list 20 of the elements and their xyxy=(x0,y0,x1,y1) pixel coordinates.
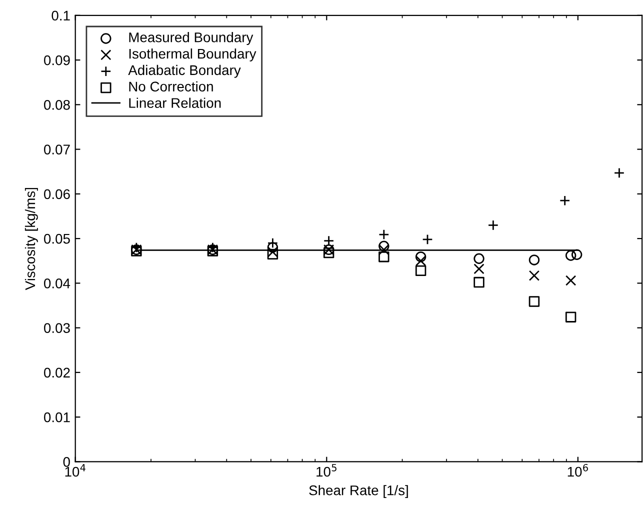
y-tick-label: 0.1 xyxy=(52,10,70,21)
x-axis-title: Shear Rate [1/s] xyxy=(309,485,408,498)
y-tick-label: 0.06 xyxy=(44,189,70,200)
y-tick-label: 0.09 xyxy=(44,55,70,66)
y-tick-label: 0.05 xyxy=(44,234,70,244)
y-tick-label: 0.08 xyxy=(44,100,70,110)
legend-label: Linear Relation xyxy=(129,98,221,108)
legend-label: No Correction xyxy=(129,81,213,92)
y-tick-label: 0.03 xyxy=(44,323,70,333)
legend-label: Measured Boundary xyxy=(129,32,254,46)
y-tick-label: 0.04 xyxy=(44,278,70,288)
y-tick-label: 0.02 xyxy=(44,368,70,378)
y-tick-label: 0.07 xyxy=(44,144,70,154)
y-tick-label: 0.01 xyxy=(44,412,70,422)
y-axis-title: Viscosity [kg/ms] xyxy=(24,188,38,290)
x-tick-label: 10$^{6}$ xyxy=(568,464,588,477)
legend-label: Adiabatic Bondary xyxy=(128,64,241,78)
x-tick-label: 10$^{5}$ xyxy=(316,464,336,477)
y-tick-label: 0 xyxy=(63,457,70,467)
legend-label: Isothermal Boundary xyxy=(129,48,256,62)
